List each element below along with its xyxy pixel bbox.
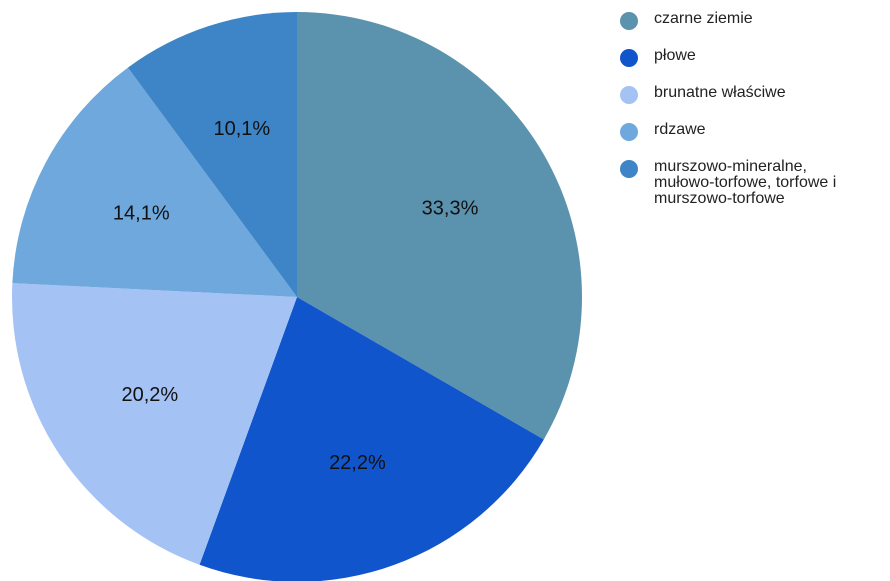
pie-slice[interactable] [297, 12, 582, 440]
slice-value-label: 20,2% [121, 384, 178, 406]
legend-item[interactable]: brunatne właściwe [620, 85, 888, 104]
legend: czarne ziemie płowe brunatne właściwe rdzaw… [620, 11, 888, 225]
legend-label: murszowo-mineralne, mułowo-torfowe, torfo… [654, 158, 837, 207]
legend-swatch-icon [620, 12, 638, 30]
legend-item[interactable]: rdzawe [620, 122, 888, 141]
legend-swatch-icon [620, 86, 638, 104]
pie-slice[interactable] [12, 67, 298, 297]
legend-swatch-icon [620, 160, 638, 178]
slice-value-label: 10,1% [213, 118, 270, 140]
legend-swatch-icon [620, 49, 638, 67]
pie-slice[interactable] [11, 283, 298, 565]
legend-item[interactable]: płowe [620, 48, 888, 67]
slice-value-label: 14,1% [113, 203, 170, 225]
legend-label: brunatne właściwe [654, 84, 786, 101]
slice-value-label: 22,2% [329, 452, 386, 474]
slice-value-label: 33,3% [422, 198, 479, 220]
legend-label: czarne ziemie [654, 10, 753, 27]
pie-slice[interactable] [127, 12, 297, 297]
slices-layer [11, 12, 582, 581]
legend-label: płowe [654, 47, 696, 64]
pie-plot-area: 33,3% 22,2% 20,2% 14,1% 10,1% [11, 12, 582, 581]
legend-swatch-icon [620, 123, 638, 141]
pie-slice[interactable] [199, 297, 544, 581]
legend-item[interactable]: murszowo-mineralne, mułowo-torfowe, torfo… [620, 159, 888, 207]
legend-item[interactable]: czarne ziemie [620, 11, 888, 30]
slice-labels-layer: 33,3% 22,2% 20,2% 14,1% 10,1% [113, 118, 479, 474]
legend-label: rdzawe [654, 121, 706, 138]
